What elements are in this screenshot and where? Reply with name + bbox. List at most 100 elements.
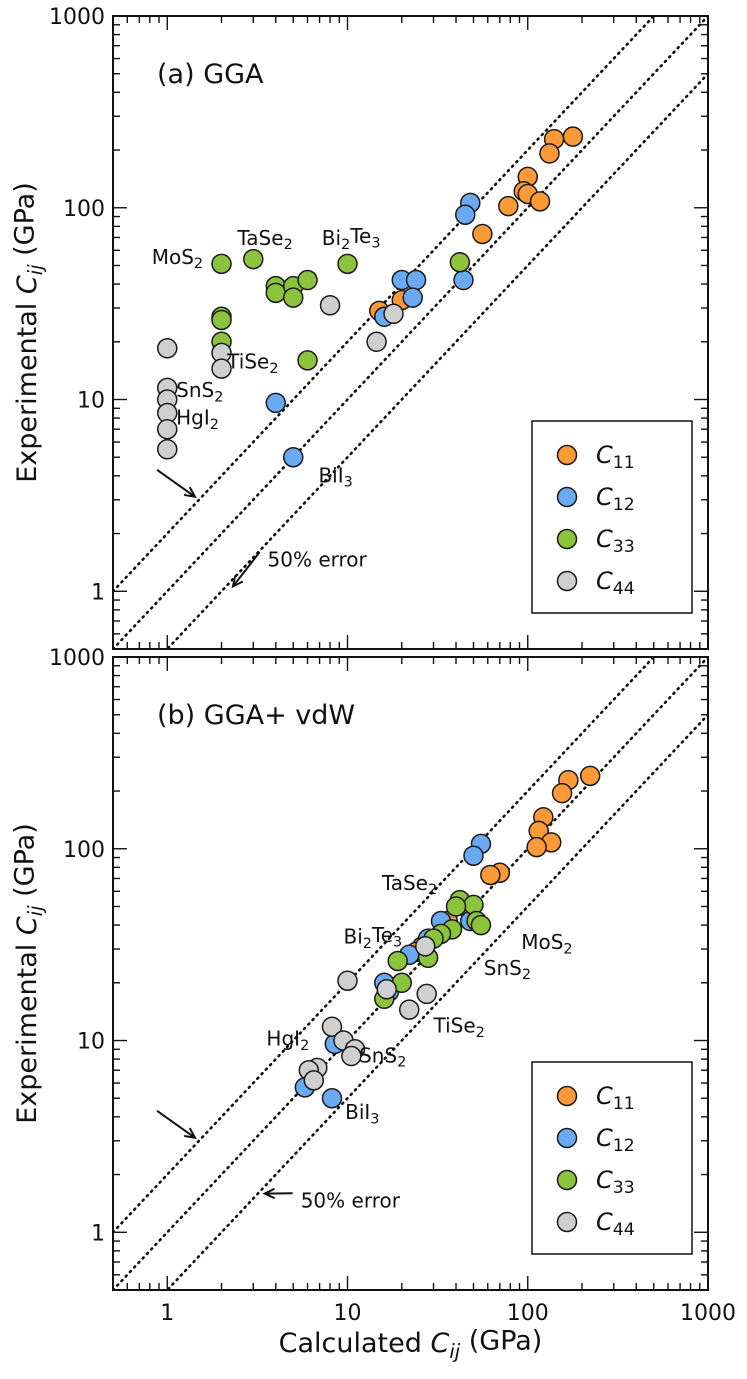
point-C33 (470, 914, 492, 936)
legend-label-C44: C44 (596, 567, 635, 599)
lower-error-line (165, 713, 708, 1290)
point-C11 (551, 782, 573, 804)
lower-line-arrow (232, 551, 261, 587)
y-tick-label: 1000 (49, 646, 105, 671)
legend-marker-C12 (556, 486, 578, 508)
upper-line-arrow-head (183, 1127, 197, 1140)
annotation-label: Bi2Te3 (322, 224, 381, 253)
point-C33 (265, 282, 287, 304)
annotation-label: SnS2 (484, 956, 531, 983)
legend-label-C33: C33 (596, 1166, 635, 1198)
error-arrows (156, 468, 261, 589)
annotation-label: BiI3 (318, 463, 352, 490)
point-C12 (321, 1087, 343, 1109)
x-tick-label: 1000 (680, 1301, 736, 1326)
error-arrows (156, 1109, 293, 1200)
legend-label-C11: C11 (596, 1082, 635, 1114)
legend-marker-C33 (556, 1169, 578, 1191)
annotation-label: TiSe2 (226, 350, 278, 377)
error-lines (113, 657, 708, 1290)
series-C44 (157, 295, 404, 460)
x-tick-label: 10 (334, 1301, 362, 1326)
y-tick-label: 10 (77, 389, 105, 414)
point-C44 (398, 999, 420, 1020)
parity-line (113, 16, 708, 649)
annotation-label: TaSe2 (236, 226, 292, 253)
point-C44 (157, 338, 178, 359)
panel-a: 1 10 100 1000 Experimental Cij (GPa) (a) GGA M… (10, 5, 709, 650)
x-axis-label: Calculated Cij (GPa) (279, 1326, 543, 1363)
y-tick-label: 100 (63, 838, 105, 863)
point-C11 (498, 195, 519, 217)
legend-label-C33: C33 (596, 525, 635, 557)
point-C33 (243, 248, 264, 270)
parity-line (113, 657, 708, 1290)
lower-line-arrow-head (231, 575, 244, 589)
point-C11 (579, 765, 601, 787)
annotation-label: 50% error (301, 1188, 401, 1212)
point-C33 (387, 950, 409, 972)
annotation-label: SnS2 (359, 1043, 406, 1070)
lower-error-line (165, 72, 708, 649)
point-C33 (297, 269, 318, 291)
legend-marker-C44 (556, 570, 578, 592)
point-C44 (366, 331, 387, 353)
annotation-label: MoS2 (521, 930, 572, 957)
point-C11 (480, 864, 501, 886)
annotation-label: BiI3 (345, 1100, 379, 1127)
legend-marker-C11 (556, 444, 578, 466)
annotation-label: Bi2Te3 (343, 923, 402, 952)
point-C33 (282, 287, 304, 308)
panel-title: (a) GGA (157, 59, 264, 90)
point-C11 (539, 143, 560, 164)
point-C33 (211, 253, 232, 275)
x-tick-label: 1 (160, 1301, 174, 1326)
point-C44 (415, 936, 436, 957)
y-tick-label: 1 (91, 1221, 105, 1246)
annotation-label: SnS2 (176, 378, 223, 405)
upper-line-arrow (156, 1109, 196, 1139)
point-C12 (453, 269, 474, 291)
legend-marker-C44 (556, 1211, 578, 1233)
legend-marker-C33 (556, 528, 578, 550)
legend: C11 C12 C33 C44 (531, 420, 693, 614)
y-tick-label: 100 (63, 197, 105, 222)
point-C12 (405, 269, 427, 291)
annotation-label: HgI2 (176, 406, 219, 433)
point-C12 (265, 392, 287, 414)
point-C11 (526, 836, 547, 858)
panel-b: 1 10 100 1000 1 10 100 1000 Calculated Cij (GPa)… (10, 646, 736, 1363)
point-C44 (303, 1070, 325, 1091)
point-C44 (321, 1016, 343, 1037)
point-C44 (337, 970, 358, 991)
y-tick-label: 10 (77, 1030, 105, 1055)
point-C33 (337, 253, 358, 275)
point-C12 (454, 204, 476, 225)
x-tick-label: 100 (507, 1301, 549, 1326)
point-C44 (157, 439, 178, 460)
axes-frame (112, 656, 709, 1291)
upper-line-arrow-head (183, 486, 197, 499)
legend-label-C11: C11 (596, 441, 635, 473)
point-C11 (562, 126, 584, 147)
y-tick-label: 1000 (49, 5, 105, 30)
annotation-label: TiSe2 (433, 1014, 485, 1041)
point-C12 (463, 845, 484, 866)
point-C44 (383, 303, 404, 325)
series-C33 (211, 248, 471, 371)
point-C44 (157, 418, 178, 440)
point-C33 (211, 309, 232, 331)
series-C11 (368, 126, 584, 322)
point-C11 (472, 223, 493, 245)
axes-frame (112, 15, 709, 650)
legend-label-C12: C12 (596, 483, 635, 515)
legend-marker-C12 (556, 1127, 578, 1149)
point-C12 (282, 446, 304, 468)
y-axis-label: Experimental Cij (GPa) (10, 823, 47, 1124)
point-C44 (319, 295, 341, 316)
point-C33 (297, 350, 318, 371)
legend-label-C44: C44 (596, 1208, 635, 1240)
annotation-label: TaSe2 (381, 871, 437, 898)
upper-line-arrow (156, 468, 196, 498)
